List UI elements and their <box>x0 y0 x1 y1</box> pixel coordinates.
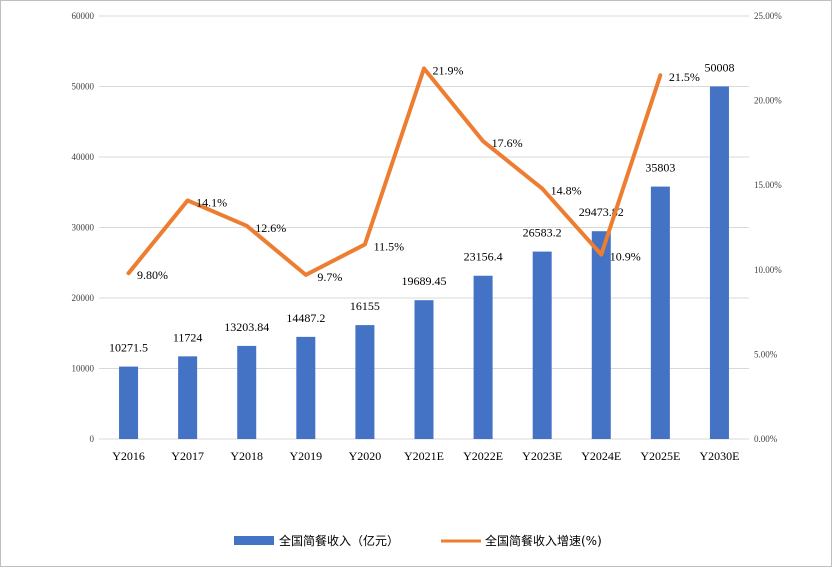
y-right-tick-label: 10.00% <box>754 265 782 275</box>
bar-value-label: 26583.2 <box>523 226 562 240</box>
bar <box>591 231 611 439</box>
bar-series <box>119 86 729 439</box>
y-left-tick-label: 30000 <box>72 223 95 233</box>
x-axis-categories: Y2016 Y2017 Y2018 Y2019 Y2020 Y2021E Y2022E Y20… <box>112 449 739 463</box>
line-value-label: 21.9% <box>433 63 464 77</box>
line-value-label: 14.1% <box>196 195 227 209</box>
bar <box>119 366 139 439</box>
gridlines <box>99 15 749 440</box>
y-right-tick-label: 0.00% <box>754 434 778 444</box>
bar-value-label: 50008 <box>704 60 734 74</box>
line-value-label: 11.5% <box>374 239 405 253</box>
bar <box>414 300 434 439</box>
x-category-label: Y2022E <box>463 449 503 463</box>
line-series <box>126 66 663 277</box>
bar-value-label: 11724 <box>173 330 203 344</box>
bar <box>709 86 729 439</box>
x-category-label: Y2020 <box>349 449 382 463</box>
x-category-label: Y2021E <box>404 449 444 463</box>
x-category-label: Y2019 <box>289 449 322 463</box>
x-category-label: Y2030E <box>699 449 739 463</box>
legend-swatch-bar <box>234 536 274 545</box>
bar <box>532 251 552 439</box>
x-category-label: Y2024E <box>581 449 621 463</box>
line-value-label: 17.6% <box>492 136 523 150</box>
bar-value-label: 35803 <box>645 161 675 175</box>
x-category-label: Y2017 <box>171 449 204 463</box>
bar <box>178 356 198 439</box>
y-left-tick-label: 50000 <box>72 82 95 92</box>
growth-line <box>126 66 663 277</box>
line-value-label: 9.7% <box>317 270 342 284</box>
line-value-label: 12.6% <box>255 221 286 235</box>
legend-label-line: 全国简餐收入增速(%) <box>485 533 602 548</box>
y-right-tick-label: 15.00% <box>754 180 782 190</box>
bar-value-label: 13203.84 <box>224 320 269 334</box>
bar <box>650 186 670 439</box>
bar <box>355 325 375 439</box>
line-value-label: 10.9% <box>610 250 641 264</box>
y-right-tick-label: 5.00% <box>754 349 778 359</box>
bar <box>237 345 257 439</box>
bar-value-label: 19689.45 <box>402 274 447 288</box>
bar-value-label: 14487.2 <box>286 311 325 325</box>
x-category-label: Y2023E <box>522 449 562 463</box>
bar <box>473 275 493 439</box>
bar <box>296 336 316 439</box>
x-category-label: Y2018 <box>230 449 263 463</box>
line-data-labels: 9.80% 14.1% 12.6% 9.7% 11.5% 21.9% 17.6% 14.8% 1… <box>137 63 700 283</box>
bar-value-label: 10271.5 <box>109 341 148 355</box>
y-left-tick-label: 40000 <box>72 152 95 162</box>
bar-value-label: 16155 <box>350 299 380 313</box>
bar-value-label: 23156.4 <box>464 250 503 264</box>
left-axis-ticks: 0 10000 20000 30000 40000 50000 60000 <box>72 11 95 444</box>
y-right-tick-label: 25.00% <box>754 11 782 21</box>
right-axis-ticks: 0.00% 5.00% 10.00% 15.00% 20.00% 25.00% <box>754 11 782 444</box>
legend-label-bar: 全国简餐收入（亿元） <box>279 533 399 548</box>
x-category-label: Y2016 <box>112 449 145 463</box>
y-left-tick-label: 20000 <box>72 293 95 303</box>
y-right-tick-label: 20.00% <box>754 96 782 106</box>
line-value-label: 21.5% <box>669 70 700 84</box>
line-value-label: 14.8% <box>551 184 582 198</box>
line-value-label: 9.80% <box>137 268 168 282</box>
bar-data-labels: 10271.5 11724 13203.84 14487.2 16155 19689.45… <box>109 60 734 354</box>
legend: 全国简餐收入（亿元） 全国简餐收入增速(%) <box>234 533 602 548</box>
y-left-tick-label: 10000 <box>72 364 95 374</box>
y-left-tick-label: 0 <box>90 434 95 444</box>
x-category-label: Y2025E <box>640 449 680 463</box>
y-left-tick-label: 60000 <box>72 11 95 21</box>
